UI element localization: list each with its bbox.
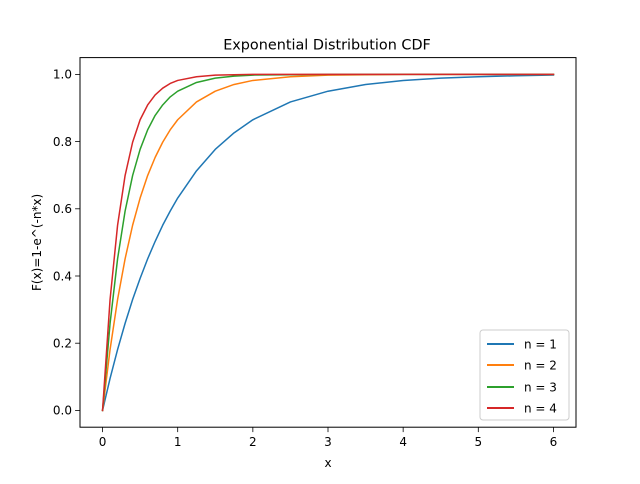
y-tick-label: 0.6 — [53, 202, 72, 216]
x-axis-label: x — [324, 456, 331, 470]
x-tick-label: 3 — [324, 435, 332, 449]
legend-box — [479, 329, 570, 421]
ticks-layer: 0 1 2 3 4 5 6 0.0 0.2 0.4 0.6 0.8 1.0 — [53, 68, 557, 450]
chart-title: Exponential Distribution CDF — [223, 38, 431, 54]
x-tick-label: 1 — [174, 435, 182, 449]
legend-item-n-3: n = 3 — [487, 381, 557, 395]
y-axis-label: F(x)=1-e^(-n*x) — [30, 194, 44, 291]
series-line-n-1 — [101, 74, 555, 412]
x-tick-label: 6 — [550, 435, 558, 449]
x-tick-label: 2 — [249, 435, 257, 449]
legend-label-n-1: n = 1 — [524, 338, 557, 352]
series-layer — [101, 73, 555, 412]
plot-frame — [79, 57, 577, 428]
legend-label-n-2: n = 2 — [524, 359, 557, 373]
legend-item-n-4: n = 4 — [487, 402, 557, 416]
x-tick-label: 5 — [474, 435, 482, 449]
x-tick-label: 4 — [399, 435, 407, 449]
legend-label-n-3: n = 3 — [524, 381, 557, 395]
series-line-n-4 — [101, 73, 555, 412]
legend-item-n-1: n = 1 — [487, 338, 557, 352]
legend-item-n-2: n = 2 — [487, 359, 557, 373]
y-tick-label: 0.8 — [53, 135, 72, 149]
y-tick-label: 0.4 — [53, 269, 72, 283]
x-tick-label: 0 — [99, 435, 107, 449]
y-tick-label: 0.0 — [53, 404, 72, 418]
legend: n = 1 n = 2 n = 3 n = 4 — [479, 329, 570, 421]
legend-label-n-4: n = 4 — [524, 402, 557, 416]
y-tick-label: 1.0 — [53, 68, 72, 82]
y-tick-label: 0.2 — [53, 337, 72, 351]
